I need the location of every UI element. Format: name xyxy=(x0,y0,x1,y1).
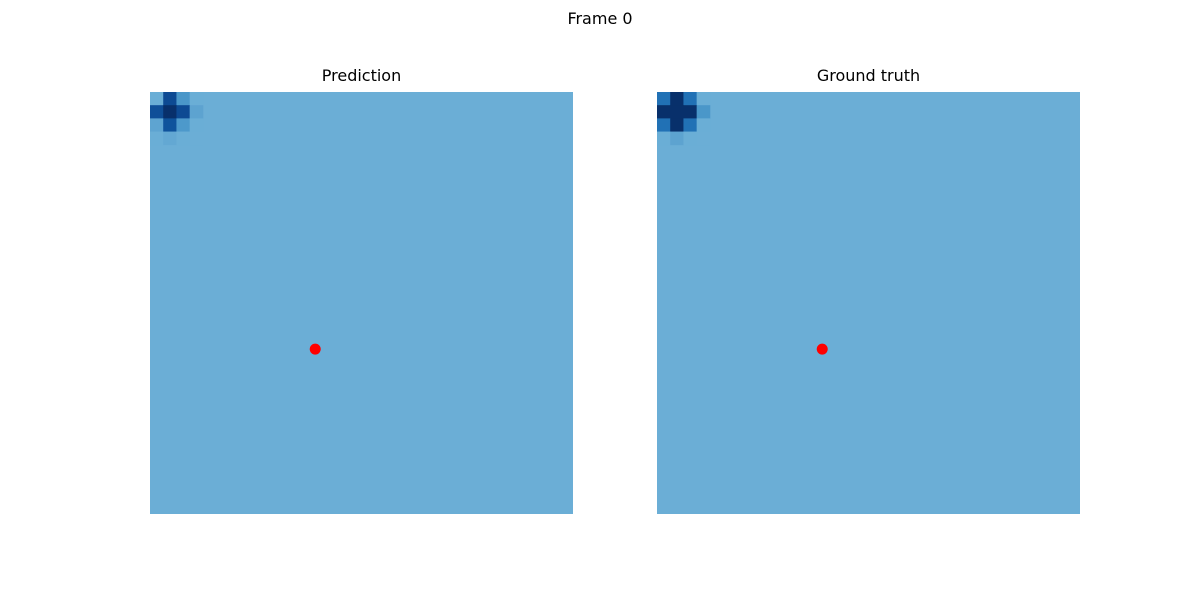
prediction-heatmap-cell xyxy=(189,131,204,146)
ground-truth-heatmap-cell xyxy=(683,118,698,132)
ground-truth-heatmap-cell xyxy=(696,105,711,119)
prediction-heatmap-cell xyxy=(163,105,177,119)
ground-truth-heatmap-cell xyxy=(657,131,671,146)
ground-truth-heatmap-cell xyxy=(657,118,671,132)
ground-truth-marker-point xyxy=(816,343,828,355)
ground-truth-heatmap-cell xyxy=(696,131,711,146)
ground-truth-title: Ground truth xyxy=(816,66,921,85)
prediction-background xyxy=(150,92,573,514)
prediction-heatmap-cell xyxy=(189,118,204,132)
prediction-heatmap-cell xyxy=(176,131,191,146)
prediction-title: Prediction xyxy=(321,66,402,85)
ground-truth-heatmap-cell xyxy=(657,105,671,119)
prediction-heatmap-cell xyxy=(150,118,164,132)
prediction-heatmap-cell xyxy=(163,131,177,146)
ground-truth-heatmap-cell xyxy=(657,92,671,106)
ground-truth-heatmap-cell xyxy=(670,118,684,132)
prediction-heatmap-cell xyxy=(176,92,191,106)
ground-truth-heatmap-cell xyxy=(670,105,684,119)
figure-suptitle: Frame 0 xyxy=(567,9,633,28)
ground-truth-heatmap-cell xyxy=(683,92,698,106)
prediction-heatmap-cell xyxy=(150,131,164,146)
prediction-heatmap-cell xyxy=(150,92,164,106)
ground-truth-heatmap-cell xyxy=(670,131,684,146)
prediction-heatmap-cell xyxy=(176,105,191,119)
ground-truth-heatmap-cell xyxy=(683,131,698,146)
ground-truth-heatmap-cell xyxy=(683,105,698,119)
prediction-heatmap-cell xyxy=(176,118,191,132)
ground-truth-heatmap-cell xyxy=(696,118,711,132)
prediction-heatmap xyxy=(150,92,573,514)
ground-truth-heatmap-cell xyxy=(670,92,684,106)
prediction-heatmap-cell xyxy=(189,92,204,106)
prediction-heatmap-cell xyxy=(189,105,204,119)
ground-truth-heatmap-cell xyxy=(696,92,711,106)
prediction-marker-point xyxy=(309,343,321,355)
prediction-heatmap-cell xyxy=(163,92,177,106)
ground-truth-background xyxy=(657,92,1080,514)
prediction-heatmap-cell xyxy=(150,105,164,119)
ground-truth-heatmap xyxy=(657,92,1080,514)
prediction-heatmap-cell xyxy=(163,118,177,132)
